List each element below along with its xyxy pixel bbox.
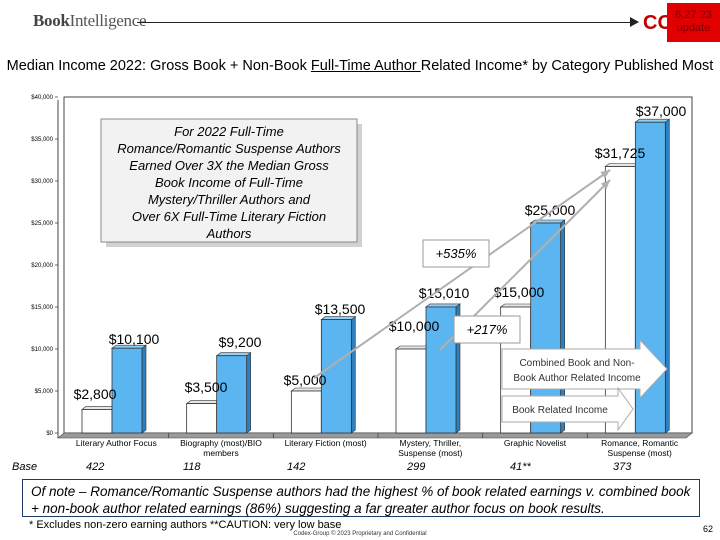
data-label: $3,500 <box>185 379 228 395</box>
category-label: Suspense (most) <box>398 448 462 458</box>
legend-combined-label: Combined Book and Non- <box>519 358 634 369</box>
data-label: $10,000 <box>389 318 440 334</box>
pct-535-label: +535% <box>436 246 477 261</box>
legend-book <box>501 386 634 432</box>
callout-text: Earned Over 3X the Median Gross <box>129 158 329 173</box>
y-tick-label: $20,000 <box>31 263 53 269</box>
callout-box <box>100 118 358 243</box>
header-arrow-icon <box>630 17 639 27</box>
pct-217-box <box>453 315 521 344</box>
base-value: 41** <box>510 461 531 473</box>
y-tick-label: $25,000 <box>31 221 53 227</box>
header-rule <box>137 22 633 23</box>
date-badge: 6.27.23 update <box>667 3 720 42</box>
data-label: $2,800 <box>74 386 117 402</box>
page-number: 62 <box>703 524 714 534</box>
data-label: $25,000 <box>525 202 576 218</box>
category-label: Literary Fiction (most) <box>285 438 367 448</box>
base-value: 422 <box>86 461 105 473</box>
y-tick-label: $40,000 <box>31 95 53 101</box>
bar-top <box>215 352 252 357</box>
bar <box>81 409 113 434</box>
note-box: Of note – Romance/Romantic Suspense auth… <box>22 479 700 517</box>
category-label: Literary Author Focus <box>76 438 157 448</box>
base-value: 118 <box>183 461 201 473</box>
legend-book-label: Book Related Income <box>512 405 608 416</box>
chart-title: Median Income 2022: Gross Book + Non-Boo… <box>6 58 714 74</box>
bar <box>216 355 248 434</box>
callout-text: Mystery/Thriller Authors and <box>148 192 311 207</box>
bar-side <box>246 352 251 434</box>
category-label: Romance, Romantic <box>601 438 679 448</box>
category-label: Suspense (most) <box>608 448 672 458</box>
callout-text: Book Income of Full-Time <box>155 175 303 190</box>
category-label: Mystery, Thriller, <box>400 438 462 448</box>
category-label: Graphic Novelist <box>504 438 567 448</box>
bar-top <box>81 406 117 410</box>
y-tick-label: $15,000 <box>31 305 53 311</box>
bar-top <box>499 303 536 308</box>
footnote: * Excludes non-zero earning authors **CA… <box>29 519 342 531</box>
bar-top <box>634 118 671 123</box>
bar <box>395 348 427 434</box>
brand-fragment: CO <box>643 12 673 34</box>
bar-top <box>604 163 641 167</box>
bar-side <box>351 316 356 434</box>
data-label: $31,725 <box>595 145 646 161</box>
pct-217-label: +217% <box>467 322 508 337</box>
data-label: $9,200 <box>219 334 262 350</box>
y-tick-label: $35,000 <box>31 137 53 143</box>
base-value: 299 <box>407 461 426 473</box>
data-label: $15,000 <box>494 284 545 300</box>
data-label: $15,010 <box>419 285 470 301</box>
category-label: members <box>203 448 238 458</box>
data-label: $37,000 <box>636 103 687 119</box>
bar <box>425 306 457 434</box>
base-value: 373 <box>613 461 632 473</box>
bar <box>290 390 322 434</box>
bar-top <box>320 316 357 320</box>
y-tick-label: $0 <box>46 431 53 437</box>
legend-combined <box>501 338 668 400</box>
y-tick-label: $10,000 <box>31 347 53 353</box>
bar <box>320 319 352 434</box>
book-intelligence-logo: BookIntelligence <box>33 11 147 30</box>
arrow-217-head <box>600 180 610 190</box>
bar-top <box>185 400 222 404</box>
callout-text: Romance/Romantic Suspense Authors <box>117 141 341 156</box>
arrow-535-head <box>600 170 610 179</box>
data-label: $10,100 <box>109 331 160 347</box>
copyright: Codex-Group © 2023 Proprietary and Confi… <box>293 531 427 537</box>
data-label: $13,500 <box>315 301 366 317</box>
bar <box>186 403 218 434</box>
bar-side <box>141 344 147 434</box>
legend-combined-label: Book Author Related Income <box>513 373 641 384</box>
bar-side <box>665 118 670 434</box>
callout-text: Over 6X Full-Time Literary Fiction <box>132 209 326 224</box>
callout-text: Authors <box>206 226 252 241</box>
bar-top <box>425 303 461 308</box>
bar <box>111 347 143 434</box>
base-label: Base <box>12 461 38 473</box>
category-label: Biography (most)/BIO <box>180 438 262 448</box>
y-tick-label: $5,000 <box>35 389 54 395</box>
arrow-535 <box>313 169 611 379</box>
bar-top <box>290 387 327 392</box>
pct-535-box <box>422 239 490 268</box>
y-tick-label: $30,000 <box>31 179 53 185</box>
bar-top <box>395 345 431 350</box>
base-value: 142 <box>287 461 306 473</box>
callout-text: For 2022 Full-Time <box>174 124 284 139</box>
